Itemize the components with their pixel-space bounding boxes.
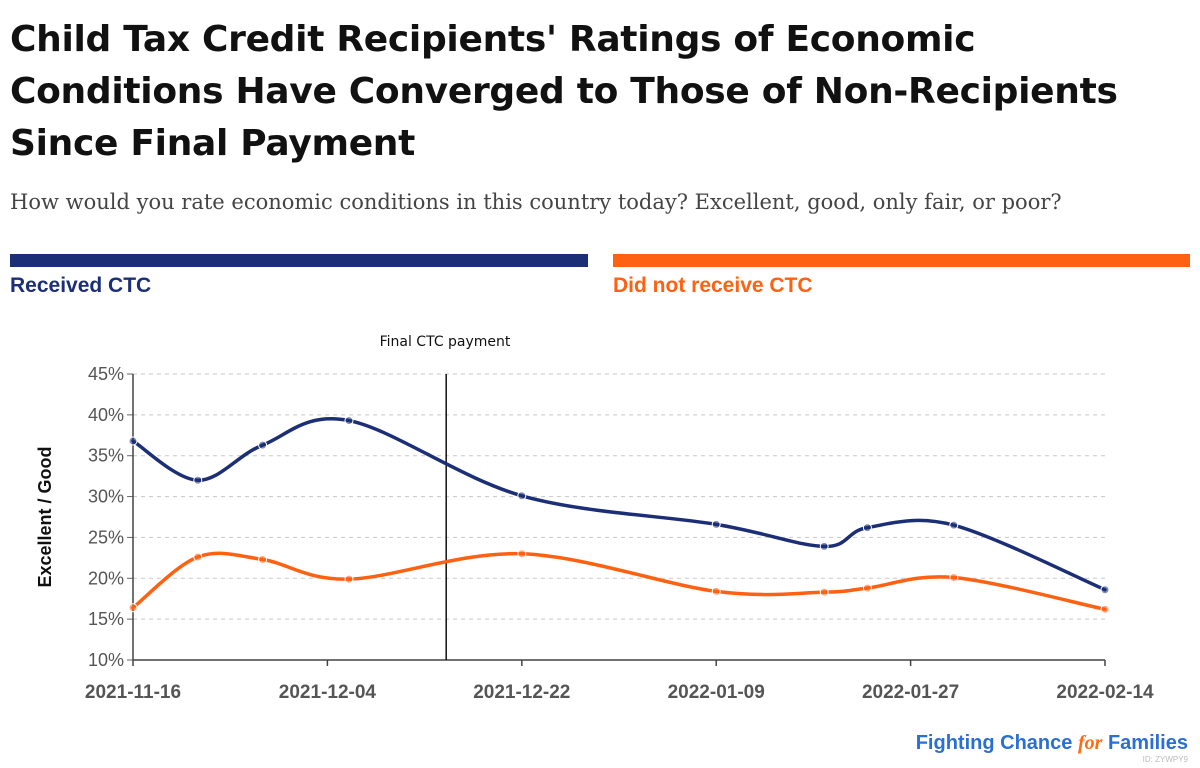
- data-point-not-received: [517, 549, 527, 559]
- y-tick-label: 35%: [88, 446, 124, 466]
- chart-id-credit: ID: ZYWPY9: [1142, 755, 1188, 764]
- y-tick-label: 40%: [88, 405, 124, 425]
- data-point-received: [193, 475, 203, 485]
- data-point-received: [344, 416, 354, 426]
- annotation-label: Final CTC payment: [380, 334, 511, 350]
- legend-label-not-received: Did not receive CTC: [613, 274, 813, 297]
- data-point-not-received: [193, 552, 203, 562]
- data-point-received: [819, 541, 829, 551]
- y-tick-label: 25%: [88, 527, 124, 547]
- data-point-not-received: [258, 554, 268, 564]
- x-tick-label: 2021-12-04: [279, 682, 377, 703]
- chart-title: Child Tax Credit Recipients' Ratings of …: [10, 19, 1118, 164]
- series-line-not-received: [131, 551, 1107, 612]
- chart-subtitle: How would you rate economic conditions i…: [10, 190, 1062, 214]
- data-point-not-received: [711, 586, 721, 596]
- series-line-received: [131, 417, 1107, 592]
- data-point-not-received: [344, 574, 354, 584]
- x-tick-label: 2021-12-22: [473, 682, 570, 703]
- legend-bar-not-received: [613, 254, 1190, 267]
- y-tick-label: 45%: [88, 364, 124, 384]
- data-point-received: [128, 436, 138, 446]
- y-tick-label: 15%: [88, 609, 124, 629]
- data-point-received: [517, 491, 527, 501]
- data-point-not-received: [819, 587, 829, 597]
- x-tick-label: 2022-01-27: [862, 682, 959, 703]
- y-tick-label: 20%: [88, 568, 124, 588]
- x-tick-label: 2022-02-14: [1056, 682, 1154, 703]
- data-point-received: [1100, 585, 1110, 595]
- y-tick-label: 30%: [88, 487, 124, 507]
- legend-bar-received: [10, 254, 588, 267]
- data-point-not-received: [1100, 604, 1110, 614]
- data-point-not-received: [949, 572, 959, 582]
- data-point-not-received: [128, 603, 138, 613]
- x-tick-label: 2022-01-09: [668, 682, 765, 703]
- data-point-received: [862, 523, 872, 533]
- data-point-received: [258, 440, 268, 450]
- brand-logo: Fighting Chance for Families: [915, 732, 1188, 754]
- legend-label-received: Received CTC: [10, 274, 152, 297]
- data-point-received: [711, 519, 721, 529]
- data-point-received: [949, 520, 959, 530]
- data-point-not-received: [862, 583, 872, 593]
- line-chart: 10% 15% 20% 25% 30% 35% 40% 45% 2021-11-16 2021-1…: [35, 334, 1154, 703]
- x-tick-label: 2021-11-16: [85, 682, 181, 703]
- y-axis-label: Excellent / Good: [35, 446, 55, 587]
- y-tick-label: 10%: [88, 650, 124, 670]
